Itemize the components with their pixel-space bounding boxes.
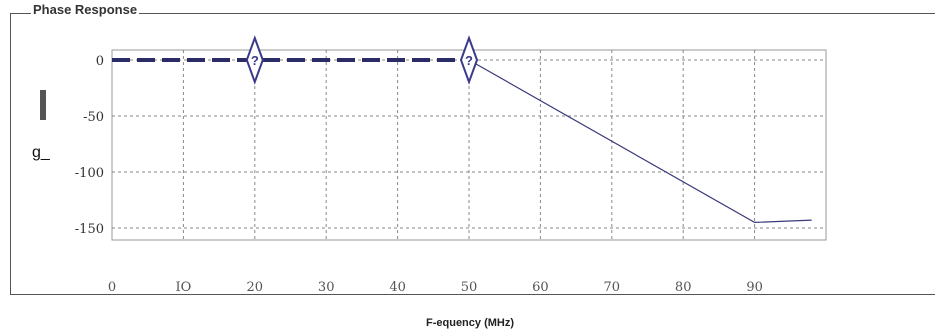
marker-label: ? [251,53,259,68]
x-tick-label: 40 [389,280,406,295]
x-tick-label: IO [176,280,192,295]
marker-label: ? [465,53,473,68]
x-tick-label: 20 [247,280,264,295]
marker-diamond [459,35,479,85]
marker-diamond [245,35,264,85]
y-tick-label: -150 [75,222,104,237]
x-tick-label: 90 [746,280,763,295]
y-axis-marker [40,90,46,120]
x-tick-label: 30 [318,280,335,295]
markers-group: ?? [245,35,479,85]
x-tick-label: 0 [108,280,116,295]
series-group [112,58,812,224]
tick-labels: 0 IO 20 30 40 50 60 70 80 90 0 -50 -100 -150 [75,54,763,295]
marker-2: ? [459,35,479,85]
panel-title: Phase Response [31,2,140,17]
x-tick-label: 60 [532,280,549,295]
y-axis-label: g_ [32,144,50,161]
y-tick-label: -100 [75,166,104,181]
marker-1: ? [245,35,264,85]
x-tick-label: 50 [461,280,478,295]
x-tick-label: 80 [675,280,692,295]
y-tick-label: -50 [83,110,104,125]
series-line-2 [468,59,812,224]
y-tick-label: 0 [96,54,104,69]
x-tick-label: 70 [604,280,621,295]
x-axis-label: F-equency (MHz) [426,317,514,329]
phase-response-group [10,13,935,295]
